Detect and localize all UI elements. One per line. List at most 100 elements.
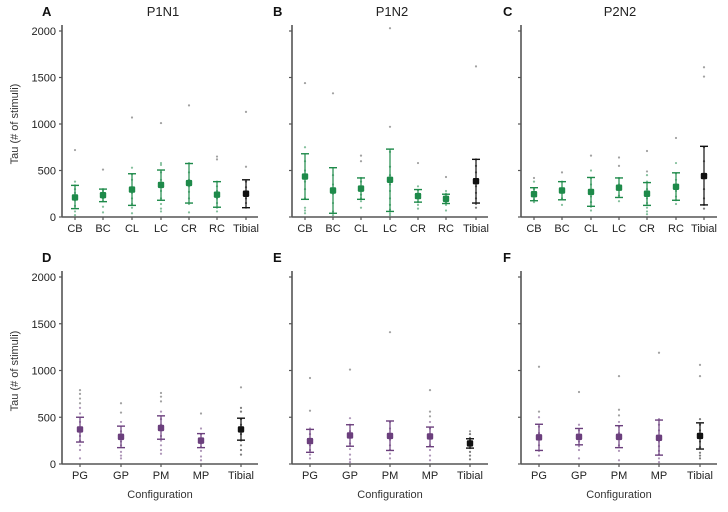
y-axis-title: Tau (# of stimuli): [9, 84, 21, 165]
x-tick-label: CL: [125, 223, 139, 235]
mean-marker: [237, 426, 245, 433]
x-tick-label: MP: [422, 470, 439, 482]
data-point: [130, 116, 134, 119]
data-point: [560, 171, 564, 174]
mean-marker: [587, 188, 595, 196]
data-point: [428, 420, 432, 424]
data-point: [78, 457, 82, 460]
x-tick-label: CR: [181, 223, 197, 235]
data-point: [159, 439, 163, 442]
data-point: [617, 200, 621, 203]
panel-letter: B: [273, 4, 282, 19]
data-point: [416, 203, 420, 207]
panel-a: A P1N1 Tau (# of stimuli) 0 500 1000 1500 20…: [9, 4, 259, 235]
mean-marker: [306, 437, 314, 445]
data-point: [199, 459, 203, 462]
x-tick-label: PG: [302, 470, 318, 482]
data-point: [645, 174, 649, 177]
data-point: [388, 212, 392, 215]
data-point: [239, 448, 243, 452]
data-point: [698, 363, 702, 366]
x-tick-label: RC: [438, 223, 454, 235]
mean-marker: [696, 432, 704, 440]
mean-marker: [558, 187, 566, 194]
data-point: [78, 389, 82, 392]
data-point: [698, 454, 702, 457]
marks: [535, 351, 704, 464]
mean-marker: [615, 184, 623, 191]
x-tick-label: Tibial: [233, 223, 259, 235]
data-point: [468, 430, 472, 433]
data-point: [199, 449, 203, 453]
data-point: [359, 154, 363, 157]
data-point: [416, 185, 420, 188]
data-point: [303, 206, 307, 209]
data-point: [199, 412, 203, 415]
mean-marker: [128, 186, 136, 193]
data-point: [308, 376, 312, 380]
data-point: [589, 169, 593, 172]
x-tick-label: PG: [531, 470, 547, 482]
data-point: [239, 410, 243, 413]
data-point: [428, 389, 432, 392]
data-point: [78, 444, 82, 447]
mean-marker: [99, 191, 107, 199]
data-point: [159, 207, 163, 210]
mean-marker: [575, 433, 583, 441]
panel-letter: F: [503, 250, 511, 265]
data-point: [119, 411, 123, 414]
data-point: [215, 210, 219, 213]
data-point: [674, 202, 678, 206]
y-axis-title: Tau (# of stimuli): [9, 331, 21, 412]
data-point: [388, 452, 392, 455]
data-point: [388, 331, 392, 334]
data-point: [159, 210, 163, 213]
data-point: [348, 453, 352, 456]
mean-marker: [426, 433, 434, 440]
data-point: [159, 452, 163, 455]
data-point: [187, 104, 191, 107]
data-point: [674, 136, 678, 140]
data-point: [101, 205, 105, 208]
panel-f: F Configuration PG GP PM MP Tibial: [503, 250, 717, 501]
y-tick-label: 1500: [32, 73, 56, 85]
mean-marker: [71, 194, 79, 201]
data-point: [119, 402, 123, 405]
mean-marker: [386, 432, 394, 440]
mean-marker: [530, 191, 538, 198]
data-point: [532, 180, 536, 183]
x-tick-label: Tibial: [228, 470, 254, 482]
y-tick-label: 0: [50, 212, 56, 224]
data-point: [359, 160, 363, 163]
data-point: [348, 461, 352, 464]
data-point: [78, 402, 82, 405]
marks: [306, 331, 474, 464]
data-point: [645, 170, 649, 173]
data-point: [444, 209, 448, 212]
mean-marker: [213, 191, 221, 198]
mean-marker: [117, 433, 125, 441]
panel-b: B P1N2 CB BC CL LC CR RC Tibial: [273, 4, 489, 235]
panel-e: E Configuration PG GP PM MP Tibial: [273, 250, 488, 501]
mean-marker: [386, 176, 394, 183]
data-point: [577, 448, 581, 452]
x-tick-label: GP: [571, 470, 587, 482]
data-point: [303, 212, 307, 215]
data-point: [78, 392, 82, 395]
x-tick-label: CB: [526, 223, 541, 235]
data-point: [239, 444, 243, 447]
data-point: [577, 423, 581, 426]
x-tick-label: LC: [612, 223, 626, 235]
y-tick-label: 500: [38, 166, 56, 178]
data-point: [78, 412, 82, 415]
marks: [530, 66, 708, 216]
data-point: [331, 92, 335, 95]
data-point: [187, 211, 191, 214]
x-tick-label: BC: [95, 223, 110, 235]
panel-title: P1N1: [147, 4, 180, 19]
mean-marker: [643, 190, 651, 197]
mean-marker: [535, 434, 543, 441]
data-point: [308, 457, 312, 460]
x-tick-label: LC: [383, 223, 397, 235]
axes: 0 500 1000 1500 2000 PG GP PM MP Tibial: [32, 271, 258, 482]
